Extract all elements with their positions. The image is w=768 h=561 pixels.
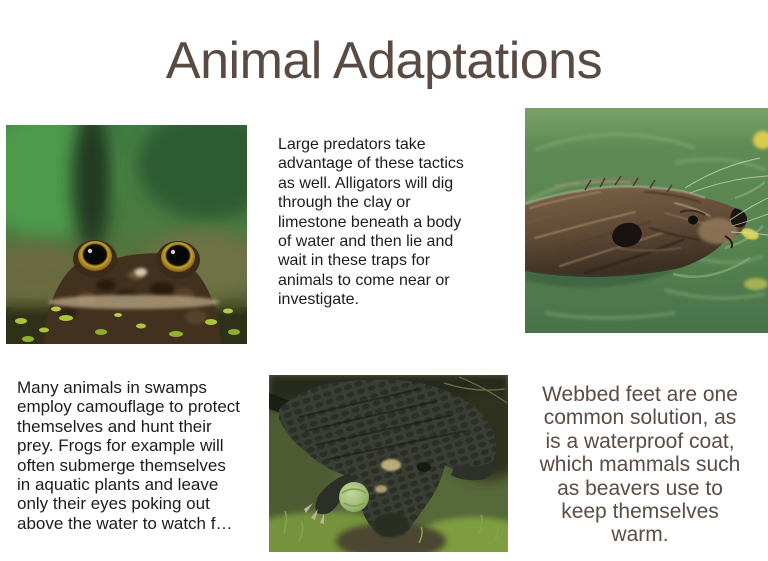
fur-spikes (584, 175, 673, 193)
leaf-near-nose (741, 228, 759, 240)
frog-head (44, 240, 221, 344)
scute-rows (298, 388, 466, 460)
pale-head-marks (375, 459, 401, 493)
alligator-eye (417, 462, 431, 472)
fur-streaks (525, 178, 714, 275)
frog-eyes (78, 241, 195, 272)
twigs (443, 376, 508, 404)
frog-illustration (6, 125, 247, 344)
predators-paragraph: Large predators take advantage of these … (278, 136, 464, 309)
beaver-illustration (525, 108, 768, 333)
alligator-photo (269, 375, 508, 552)
beaver-body (525, 175, 748, 278)
alligator-illustration (269, 375, 508, 552)
water-shadow (525, 268, 680, 288)
claws (304, 503, 324, 524)
cabbage-plant (339, 482, 369, 512)
yellow-plants (744, 131, 768, 290)
webbed-feet-paragraph: Webbed feet are one common solution, as … (539, 383, 741, 547)
right-leg (451, 461, 495, 481)
whiskers (684, 157, 768, 236)
beaver-eye (688, 215, 698, 225)
wake-rings (672, 181, 766, 279)
beaver-ear (612, 222, 642, 248)
camouflage-paragraph: Many animals in swamps employ camouflage… (17, 378, 241, 533)
grass-blades (283, 510, 499, 544)
frog-photo (6, 125, 247, 344)
duckweed-specks (15, 306, 240, 342)
slide-title: Animal Adaptations (165, 32, 603, 90)
beaver-photo (525, 108, 768, 333)
alligator-body (269, 379, 497, 538)
